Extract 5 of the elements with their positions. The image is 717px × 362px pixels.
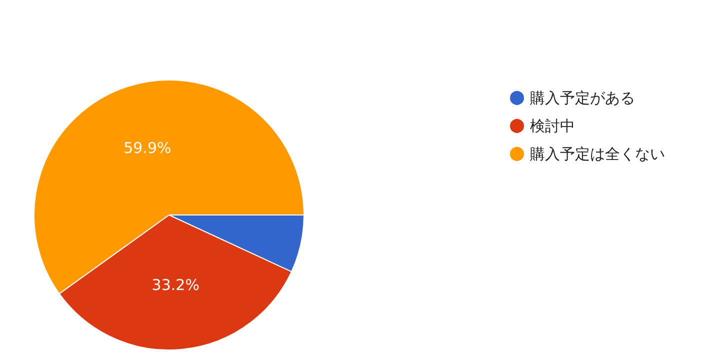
- legend-label: 購入予定は全くない: [530, 145, 665, 163]
- data-label: 59.9%: [124, 138, 172, 157]
- legend-label: 検討中: [530, 117, 575, 135]
- data-label: 33.2%: [152, 276, 200, 294]
- legend-label: 購入予定がある: [530, 89, 635, 107]
